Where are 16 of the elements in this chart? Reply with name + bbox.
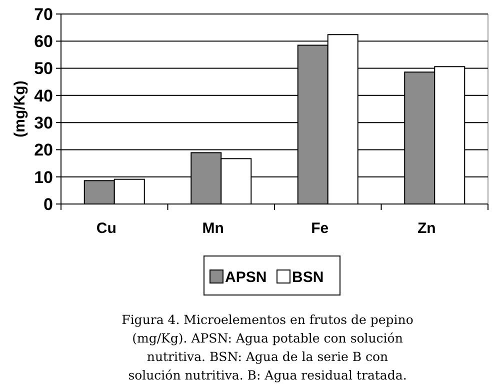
legend-label: APSN: [225, 269, 267, 286]
text: Figura 4. Microelementos en frutos de pepino (mg/Kg). APSN: Agua potable con solución nutritiva. BSN: Agua de la serie B con solución nutritiva. B: Agua residual tratada.: [122, 312, 414, 382]
x-tick-label: Cu: [96, 220, 116, 237]
y-tick-label: 70: [34, 4, 53, 24]
y-tick-label: 50: [34, 59, 53, 78]
y-tick-label: 0: [44, 194, 53, 214]
y-tick-label: 60: [34, 32, 53, 52]
x-tick-label: Mn: [202, 220, 224, 237]
y-tick-label: 10: [34, 168, 53, 187]
x-tick-label: Zn: [417, 220, 436, 237]
y-tick-label: 40: [34, 86, 53, 106]
y-axis-title: (mg/Kg): [11, 80, 28, 138]
y-tick-label: 20: [34, 140, 53, 160]
legend-label: BSN: [292, 269, 324, 286]
y-tick-label: 30: [34, 114, 53, 133]
x-tick-label: Fe: [311, 220, 329, 237]
